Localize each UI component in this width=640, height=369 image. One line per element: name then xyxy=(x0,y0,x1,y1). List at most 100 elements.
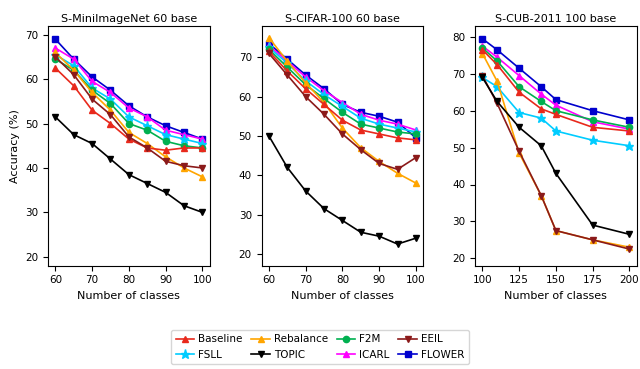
TOPIC xyxy=(162,190,170,194)
ICARL xyxy=(265,43,273,48)
ICARL xyxy=(88,79,96,83)
Line: EEIL: EEIL xyxy=(266,50,419,172)
ICARL xyxy=(51,46,59,50)
EEIL xyxy=(339,132,346,136)
FSLL xyxy=(493,85,501,89)
FLOWER xyxy=(198,137,206,141)
Line: Baseline: Baseline xyxy=(479,47,632,134)
FLOWER xyxy=(70,57,77,61)
FLOWER xyxy=(284,57,291,62)
Line: FSLL: FSLL xyxy=(478,73,634,150)
F2M xyxy=(143,128,151,132)
FLOWER xyxy=(552,97,560,102)
TOPIC xyxy=(125,172,132,177)
Baseline xyxy=(302,86,310,91)
Baseline xyxy=(479,48,486,52)
FSLL xyxy=(125,115,132,119)
X-axis label: Number of classes: Number of classes xyxy=(504,291,607,301)
FLOWER xyxy=(339,102,346,107)
F2M xyxy=(538,99,545,104)
Line: FLOWER: FLOWER xyxy=(479,36,632,123)
TOPIC xyxy=(320,206,328,211)
ICARL xyxy=(107,90,115,95)
Rebalance xyxy=(375,159,383,164)
EEIL xyxy=(515,149,523,154)
Baseline xyxy=(70,84,77,88)
F2M xyxy=(180,144,188,148)
ICARL xyxy=(162,128,170,132)
FSLL xyxy=(479,75,486,80)
F2M xyxy=(88,88,96,93)
ICARL xyxy=(339,100,346,105)
TOPIC xyxy=(626,232,634,237)
TOPIC xyxy=(589,223,596,227)
EEIL xyxy=(394,167,401,172)
Rebalance xyxy=(302,81,310,85)
Baseline xyxy=(143,146,151,150)
F2M xyxy=(394,130,401,134)
FLOWER xyxy=(320,86,328,91)
FLOWER xyxy=(162,124,170,128)
Line: FSLL: FSLL xyxy=(264,43,420,137)
Line: TOPIC: TOPIC xyxy=(52,114,205,215)
FSLL xyxy=(143,124,151,128)
Line: FSLL: FSLL xyxy=(51,50,207,148)
Baseline xyxy=(339,118,346,123)
F2M xyxy=(493,59,501,63)
F2M xyxy=(375,126,383,130)
EEIL xyxy=(479,73,486,78)
FLOWER xyxy=(51,37,59,41)
Baseline xyxy=(284,69,291,73)
Rebalance xyxy=(493,79,501,83)
FLOWER xyxy=(394,120,401,124)
EEIL xyxy=(284,73,291,77)
FLOWER xyxy=(493,48,501,52)
EEIL xyxy=(162,159,170,163)
TOPIC xyxy=(107,157,115,161)
FLOWER xyxy=(375,114,383,118)
TOPIC xyxy=(284,165,291,170)
TOPIC xyxy=(412,236,420,240)
TOPIC xyxy=(88,141,96,146)
Rebalance xyxy=(284,59,291,63)
EEIL xyxy=(538,193,545,198)
ICARL xyxy=(552,103,560,107)
Title: S-MiniImageNet 60 base: S-MiniImageNet 60 base xyxy=(61,14,197,24)
Line: F2M: F2M xyxy=(52,56,205,151)
EEIL xyxy=(302,94,310,99)
F2M xyxy=(320,96,328,101)
ICARL xyxy=(70,57,77,61)
Baseline xyxy=(357,128,365,132)
FLOWER xyxy=(125,104,132,108)
Line: Rebalance: Rebalance xyxy=(52,49,205,180)
Rebalance xyxy=(515,151,523,155)
Rebalance xyxy=(180,166,188,170)
EEIL xyxy=(493,101,501,106)
Rebalance xyxy=(412,181,420,185)
FSLL xyxy=(589,138,596,142)
TOPIC xyxy=(394,242,401,246)
EEIL xyxy=(180,163,188,168)
Line: F2M: F2M xyxy=(266,46,419,137)
X-axis label: Number of classes: Number of classes xyxy=(77,291,180,301)
Baseline xyxy=(125,137,132,141)
FLOWER xyxy=(626,118,634,122)
F2M xyxy=(357,122,365,126)
ICARL xyxy=(180,132,188,137)
ICARL xyxy=(394,122,401,126)
TOPIC xyxy=(143,181,151,186)
Line: ICARL: ICARL xyxy=(266,42,419,133)
Rebalance xyxy=(339,126,346,130)
FLOWER xyxy=(515,66,523,70)
ICARL xyxy=(125,106,132,110)
TOPIC xyxy=(180,204,188,208)
ICARL xyxy=(143,115,151,119)
TOPIC xyxy=(375,234,383,238)
FSLL xyxy=(107,97,115,101)
F2M xyxy=(265,47,273,52)
FLOWER xyxy=(302,73,310,77)
Baseline xyxy=(538,107,545,111)
FSLL xyxy=(88,86,96,90)
Line: ICARL: ICARL xyxy=(52,45,205,142)
F2M xyxy=(589,118,596,122)
